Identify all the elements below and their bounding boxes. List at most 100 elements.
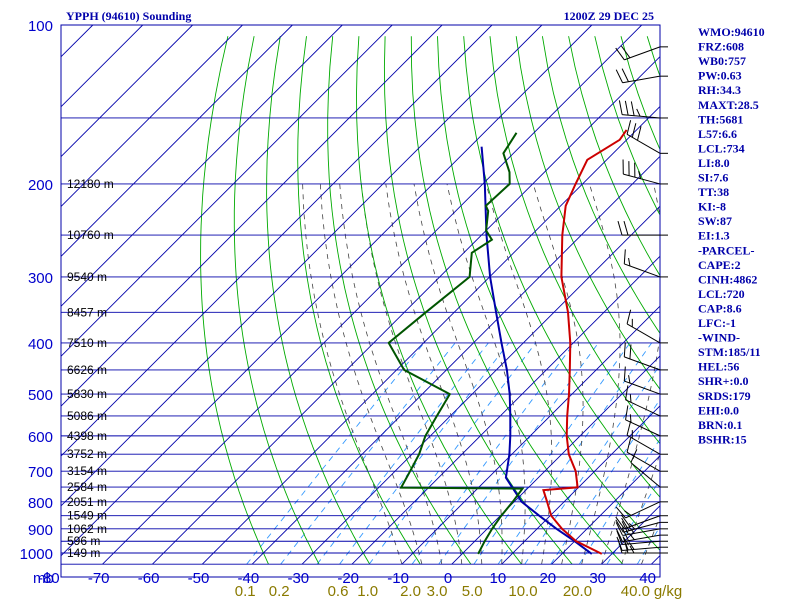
index-value: PW:0.63 (698, 69, 742, 83)
dry-adiabat-line (568, 36, 660, 277)
isotherm-line (61, 25, 193, 158)
index-value: WMO:94610 (698, 25, 765, 39)
index-value: SI:7.6 (698, 171, 728, 185)
dewpoint-trace (387, 132, 525, 555)
temperature-tick-label: -20 (337, 570, 359, 587)
wind-barb-column (615, 45, 668, 554)
index-value: KI:-8 (698, 200, 726, 214)
mixing-ratio-tick-label: 3.0 (427, 583, 448, 600)
dry-adiabat-line (463, 36, 660, 498)
mixing-ratio-tick-label: 5.0 (462, 583, 483, 600)
mixing-ratio-unit-label: g/kg (654, 583, 682, 600)
dry-adiabat-line (297, 36, 421, 565)
index-value: -WIND- (698, 331, 740, 345)
temperature-tick-label: 10 (490, 570, 507, 587)
height-label: 596 m (67, 534, 100, 548)
wind-barb (615, 514, 668, 530)
index-value: LCL:720 (698, 287, 745, 301)
temperature-tick-label: 20 (539, 570, 556, 587)
index-value: CAPE:2 (698, 258, 741, 272)
index-value: STM:185/11 (698, 345, 761, 359)
index-value: HEL:56 (698, 360, 739, 374)
dry-adiabat-line (200, 36, 269, 565)
moist-adiabat-line (319, 183, 423, 565)
pressure-tick-label: 100 (28, 18, 53, 35)
index-value: EHI:0.0 (698, 403, 739, 417)
pressure-tick-label: 900 (28, 522, 53, 539)
mixing-ratio-tick-label: 10.0 (508, 583, 537, 600)
index-value: LCL:734 (698, 141, 745, 155)
dry-adiabat-line (327, 36, 472, 565)
index-value: MAXT:28.5 (698, 98, 759, 112)
temperature-tick-label: -70 (88, 570, 110, 587)
mixing-ratio-tick-label: 20.0 (563, 583, 592, 600)
mixing-ratio-line (497, 342, 653, 565)
moist-adiabat-line (413, 183, 503, 565)
height-label: 149 m (67, 546, 100, 560)
isotherm-line (501, 405, 660, 565)
moist-adiabat-line (385, 183, 483, 565)
pressure-tick-label: 200 (28, 177, 53, 194)
wind-barb (623, 249, 668, 278)
dry-adiabat-line (515, 36, 660, 390)
trace-layer (387, 129, 628, 555)
isotherm-line (61, 25, 493, 457)
height-label: 4398 m (67, 429, 107, 443)
temperature-tick-label: -40 (238, 570, 260, 587)
isotherm-line (401, 305, 660, 565)
pressure-tick-label: 300 (28, 270, 53, 287)
index-value: BSHR:15 (698, 432, 747, 446)
isotherm-line (351, 255, 660, 565)
wind-barb (623, 366, 668, 395)
pressure-tick-label: 1000 (20, 546, 53, 563)
pressure-unit-label: mb (33, 570, 54, 587)
temperature-tick-label: 30 (589, 570, 606, 587)
isotherm-line (102, 25, 643, 565)
indices-panel: WMO:94610FRZ:608WB0:757PW:0.63RH:34.3MAX… (698, 25, 765, 446)
index-value: SRDS:179 (698, 389, 751, 403)
temperature-tick-label: -10 (387, 570, 409, 587)
index-value: FRZ:608 (698, 40, 744, 54)
pressure-tick-label: 500 (28, 387, 53, 404)
isotherm-line (152, 55, 660, 565)
moist-adiabat-line (360, 183, 463, 565)
mixing-ratio-line (473, 342, 631, 565)
mixing-ratio-tick-label: 1.0 (357, 583, 378, 600)
dry-adiabat-line (410, 36, 624, 565)
index-value: RH:34.3 (698, 83, 741, 97)
height-label: 3752 m (67, 447, 107, 461)
height-label: 10760 m (67, 228, 114, 242)
height-label: 8457 m (67, 305, 107, 319)
mixing-ratio-tick-label: 0.1 (235, 583, 256, 600)
wind-barb (626, 420, 668, 455)
isotherm-line (61, 25, 393, 357)
mixing-ratio-line (524, 364, 660, 565)
index-value: BRN:0.1 (698, 418, 742, 432)
dry-adiabat-line (489, 36, 660, 445)
index-value: L57:6.6 (698, 127, 737, 141)
height-label: 1062 m (67, 522, 107, 536)
wind-barb (618, 100, 668, 119)
wind-barb (622, 159, 668, 185)
isotherm-line (61, 25, 543, 507)
mixing-ratio-line (578, 438, 660, 565)
chart-valid-time: 1200Z 29 DEC 25 (564, 9, 654, 23)
moist-adiabat-line (302, 183, 403, 565)
height-label: 9540 m (67, 270, 107, 284)
dry-adiabat-line (233, 36, 320, 565)
height-label: 3154 m (67, 464, 107, 478)
dry-adiabat-line (383, 36, 573, 565)
height-label: 1549 m (67, 509, 107, 523)
index-value: SHR+:0.0 (698, 374, 749, 388)
moist-adiabat-line (485, 183, 553, 565)
index-value: SW:87 (698, 214, 732, 228)
isotherm-line (551, 455, 660, 565)
temperature-trace (542, 129, 628, 555)
temperature-tick-label: 0 (444, 570, 452, 587)
height-label: 5830 m (67, 387, 107, 401)
wind-barb (615, 501, 668, 519)
pressure-tick-label: 800 (28, 495, 53, 512)
